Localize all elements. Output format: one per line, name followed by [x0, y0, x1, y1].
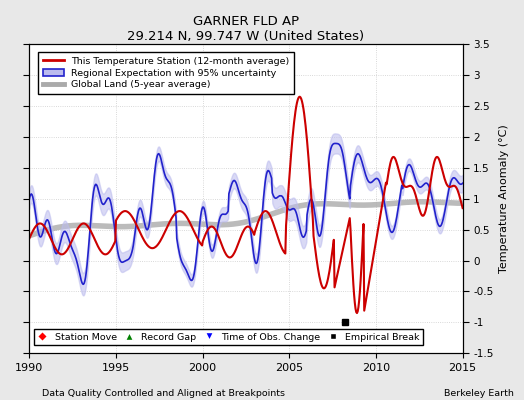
Y-axis label: Temperature Anomaly (°C): Temperature Anomaly (°C)	[499, 124, 509, 273]
Text: Berkeley Earth: Berkeley Earth	[444, 389, 514, 398]
Title: GARNER FLD AP
29.214 N, 99.747 W (United States): GARNER FLD AP 29.214 N, 99.747 W (United…	[127, 15, 365, 43]
Text: Data Quality Controlled and Aligned at Breakpoints: Data Quality Controlled and Aligned at B…	[42, 389, 285, 398]
Legend: Station Move, Record Gap, Time of Obs. Change, Empirical Break: Station Move, Record Gap, Time of Obs. C…	[34, 329, 423, 346]
